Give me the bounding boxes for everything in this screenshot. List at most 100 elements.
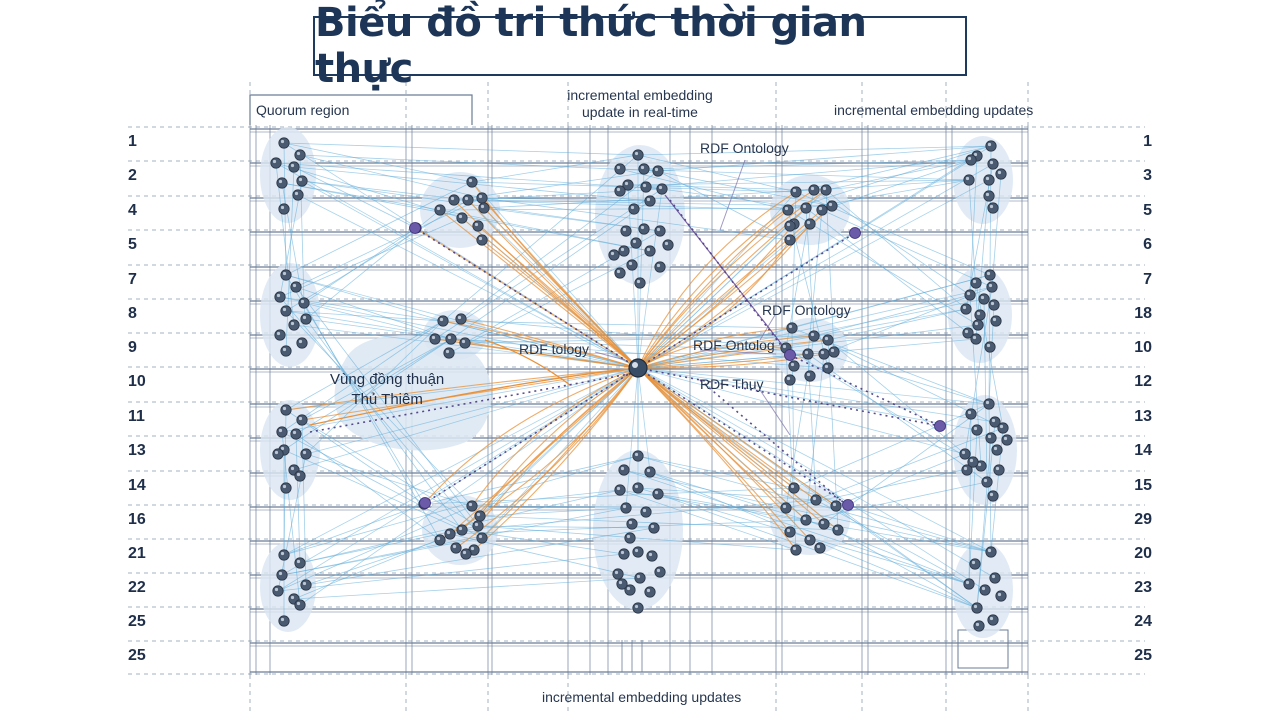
graph-node [618,548,630,560]
edge-link [285,310,444,322]
graph-node-highlight [967,410,972,415]
graph-node [963,174,975,186]
graph-node-highlight [987,548,992,553]
orange-edge-link [471,367,639,507]
consensus-zone-line1: Vùng đồng thuận [330,371,445,388]
graph-node [434,204,446,216]
consensus-zone-label: Vùng đồng thuận Thủ Thiêm [330,370,444,410]
row-number-right: 5 [1143,202,1152,219]
graph-node-highlight [656,568,661,573]
graph-node [632,546,644,558]
orange-edge-link [450,338,639,369]
graph-node-highlight [280,617,285,622]
edge-link [793,403,990,489]
row-number-left: 4 [128,202,137,219]
graph-node-highlight [973,604,978,609]
edge-link [969,294,982,467]
graph-node [626,259,638,271]
graph-node [988,299,1000,311]
graph-node-highlight [450,196,455,201]
graph-node [280,482,292,494]
graph-node-highlight [986,343,991,348]
orange-edge-link [637,207,807,369]
graph-node-highlight [626,586,631,591]
row-number-right: 13 [1134,408,1152,425]
graph-node [628,203,640,215]
orange-edge-link [481,367,639,539]
graph-node-highlight [274,587,279,592]
graph-node-highlight [964,329,969,334]
graph-node [296,175,308,187]
graph-node [804,534,816,546]
hub-edge-link [481,367,639,539]
graph-node [786,322,798,334]
graph-node-highlight [806,372,811,377]
graph-node-highlight [802,516,807,521]
graph-node-highlight [624,181,629,186]
edge-link [823,353,990,405]
edge-link [795,145,992,193]
graph-node-highlight [436,206,441,211]
row-number-left: 25 [128,613,146,630]
graph-node [280,345,292,357]
graph-node-highlight [974,321,979,326]
graph-node [278,137,290,149]
graph-node-highlight [972,279,977,284]
graph-node [476,234,488,246]
graph-node [800,514,812,526]
graph-node [294,557,306,569]
graph-node-highlight [620,550,625,555]
graph-node-highlight [431,335,436,340]
graph-node-highlight [985,400,990,405]
edge-link [293,166,417,229]
graph-node [456,524,468,536]
annotation-leader-line [759,389,791,436]
graph-node-highlight [962,305,967,310]
edge-link [285,199,469,312]
graph-node-highlight [989,616,994,621]
edge-link [453,170,659,201]
edge-link [643,159,972,170]
graph-node-highlight [816,544,821,549]
edge-link [813,189,971,296]
graph-node [965,154,977,166]
edge-link [968,413,972,585]
graph-node [969,558,981,570]
graph-node [278,615,290,627]
graph-node-highlight [790,484,795,489]
edge-link [975,282,1004,429]
graph-node-highlight [458,526,463,531]
row-number-right: 18 [1134,305,1152,322]
edge-link [461,529,625,555]
graph-node [974,309,986,321]
graph-node [632,602,644,614]
orange-edge-link [637,367,797,551]
graph-node-highlight [296,601,301,606]
graph-node [997,422,1009,434]
row-number-right: 23 [1134,579,1152,596]
graph-node-highlight [806,536,811,541]
edge-link [285,181,473,276]
graph-node [630,237,642,249]
graph-node [444,528,456,540]
graph-node-highlight [280,446,285,451]
graph-node-highlight [786,528,791,533]
edge-link [815,427,1004,501]
graph-node-highlight [298,416,303,421]
graph-node [278,203,290,215]
graph-node-highlight [474,222,479,227]
graph-node-highlight [282,406,287,411]
edge-link [305,318,452,340]
graph-node-highlight [812,496,817,501]
graph-node-highlight [628,261,633,266]
graph-node [456,212,468,224]
orange-edge-link [483,207,639,369]
row-number-left: 9 [128,339,137,356]
graph-node-highlight [650,524,655,529]
edge-link [825,189,835,353]
graph-node [280,305,292,317]
orange-edge-link [637,239,791,369]
graph-node-highlight [636,574,641,579]
edge-link [643,168,833,207]
edge-link [785,324,979,349]
